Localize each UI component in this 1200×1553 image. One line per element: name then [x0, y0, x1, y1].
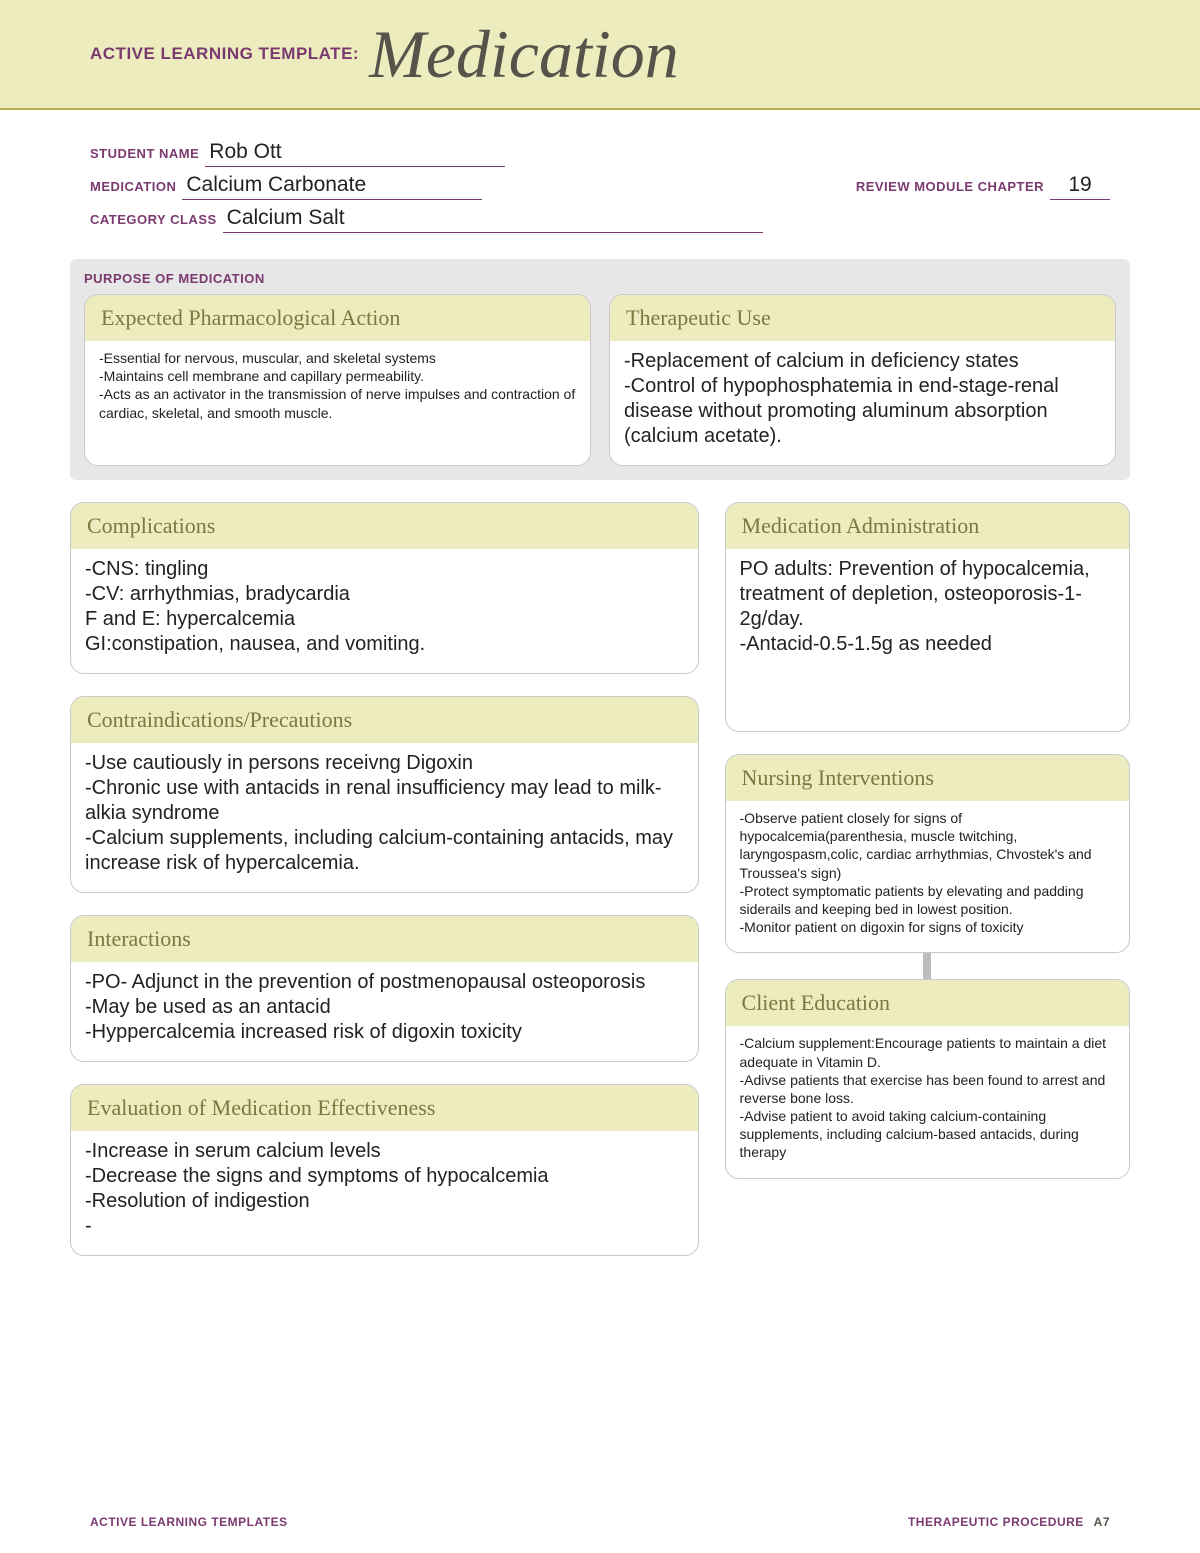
category-label: CATEGORY CLASS [90, 212, 217, 227]
box-client-title: Client Education [726, 980, 1129, 1026]
footer-right: THERAPEUTIC PROCEDURE A7 [908, 1515, 1110, 1529]
footer-right-text: THERAPEUTIC PROCEDURE [908, 1515, 1084, 1529]
box-nursing-body: -Observe patient closely for signs of hy… [726, 801, 1129, 952]
medication-label: MEDICATION [90, 179, 176, 194]
box-complications-title: Complications [71, 503, 698, 549]
student-label: STUDENT NAME [90, 146, 199, 161]
box-interactions-body: -PO- Adjunct in the prevention of postme… [71, 962, 698, 1061]
box-therapeutic-body: -Replacement of calcium in deficiency st… [610, 341, 1115, 465]
header-band: ACTIVE LEARNING TEMPLATE: Medication [0, 0, 1200, 110]
main-grid: Complications -CNS: tingling -CV: arrhyt… [0, 480, 1200, 1278]
meta-row-medication: MEDICATION Calcium Carbonate REVIEW MODU… [90, 173, 1110, 200]
box-admin-title: Medication Administration [726, 503, 1129, 549]
box-eval-body: -Increase in serum calcium levels -Decre… [71, 1131, 698, 1255]
box-pharma-title: Expected Pharmacological Action [85, 295, 590, 341]
header-prefix: ACTIVE LEARNING TEMPLATE: [90, 44, 359, 64]
chapter-label: REVIEW MODULE CHAPTER [856, 179, 1044, 194]
footer: ACTIVE LEARNING TEMPLATES THERAPEUTIC PR… [90, 1515, 1110, 1529]
box-pharma-body: -Essential for nervous, muscular, and sk… [85, 341, 590, 438]
chapter-group: REVIEW MODULE CHAPTER 19 [856, 173, 1110, 200]
footer-left: ACTIVE LEARNING TEMPLATES [90, 1515, 288, 1529]
box-admin: Medication Administration PO adults: Pre… [725, 502, 1130, 732]
column-right: Medication Administration PO adults: Pre… [725, 502, 1130, 1278]
box-client: Client Education -Calcium supplement:Enc… [725, 979, 1130, 1178]
purpose-section: PURPOSE OF MEDICATION Expected Pharmacol… [70, 259, 1130, 480]
box-pharma: Expected Pharmacological Action -Essenti… [84, 294, 591, 466]
box-complications-body: -CNS: tingling -CV: arrhythmias, bradyca… [71, 549, 698, 673]
box-contra: Contraindications/Precautions -Use cauti… [70, 696, 699, 893]
box-nursing-title: Nursing Interventions [726, 755, 1129, 801]
box-contra-body: -Use cautiously in persons receivng Digo… [71, 743, 698, 892]
meta-block: STUDENT NAME Rob Ott MEDICATION Calcium … [0, 110, 1200, 259]
purpose-label: PURPOSE OF MEDICATION [84, 271, 1116, 286]
meta-row-student: STUDENT NAME Rob Ott [90, 140, 1110, 167]
chapter-value: 19 [1050, 173, 1110, 200]
box-therapeutic: Therapeutic Use -Replacement of calcium … [609, 294, 1116, 466]
medication-value: Calcium Carbonate [182, 173, 482, 200]
box-complications: Complications -CNS: tingling -CV: arrhyt… [70, 502, 699, 674]
box-admin-body: PO adults: Prevention of hypocalcemia, t… [726, 549, 1129, 673]
box-client-body: -Calcium supplement:Encourage patients t… [726, 1026, 1129, 1177]
box-interactions: Interactions -PO- Adjunct in the prevent… [70, 915, 699, 1062]
page: ACTIVE LEARNING TEMPLATE: Medication STU… [0, 0, 1200, 1553]
footer-page: A7 [1094, 1515, 1110, 1529]
student-value: Rob Ott [205, 140, 505, 167]
connector-line [923, 953, 931, 979]
box-therapeutic-title: Therapeutic Use [610, 295, 1115, 341]
meta-row-category: CATEGORY CLASS Calcium Salt [90, 206, 1110, 233]
column-left: Complications -CNS: tingling -CV: arrhyt… [70, 502, 699, 1278]
box-contra-title: Contraindications/Precautions [71, 697, 698, 743]
category-value: Calcium Salt [223, 206, 763, 233]
header-title: Medication [369, 15, 679, 94]
box-interactions-title: Interactions [71, 916, 698, 962]
box-nursing: Nursing Interventions -Observe patient c… [725, 754, 1130, 953]
box-eval: Evaluation of Medication Effectiveness -… [70, 1084, 699, 1256]
box-eval-title: Evaluation of Medication Effectiveness [71, 1085, 698, 1131]
